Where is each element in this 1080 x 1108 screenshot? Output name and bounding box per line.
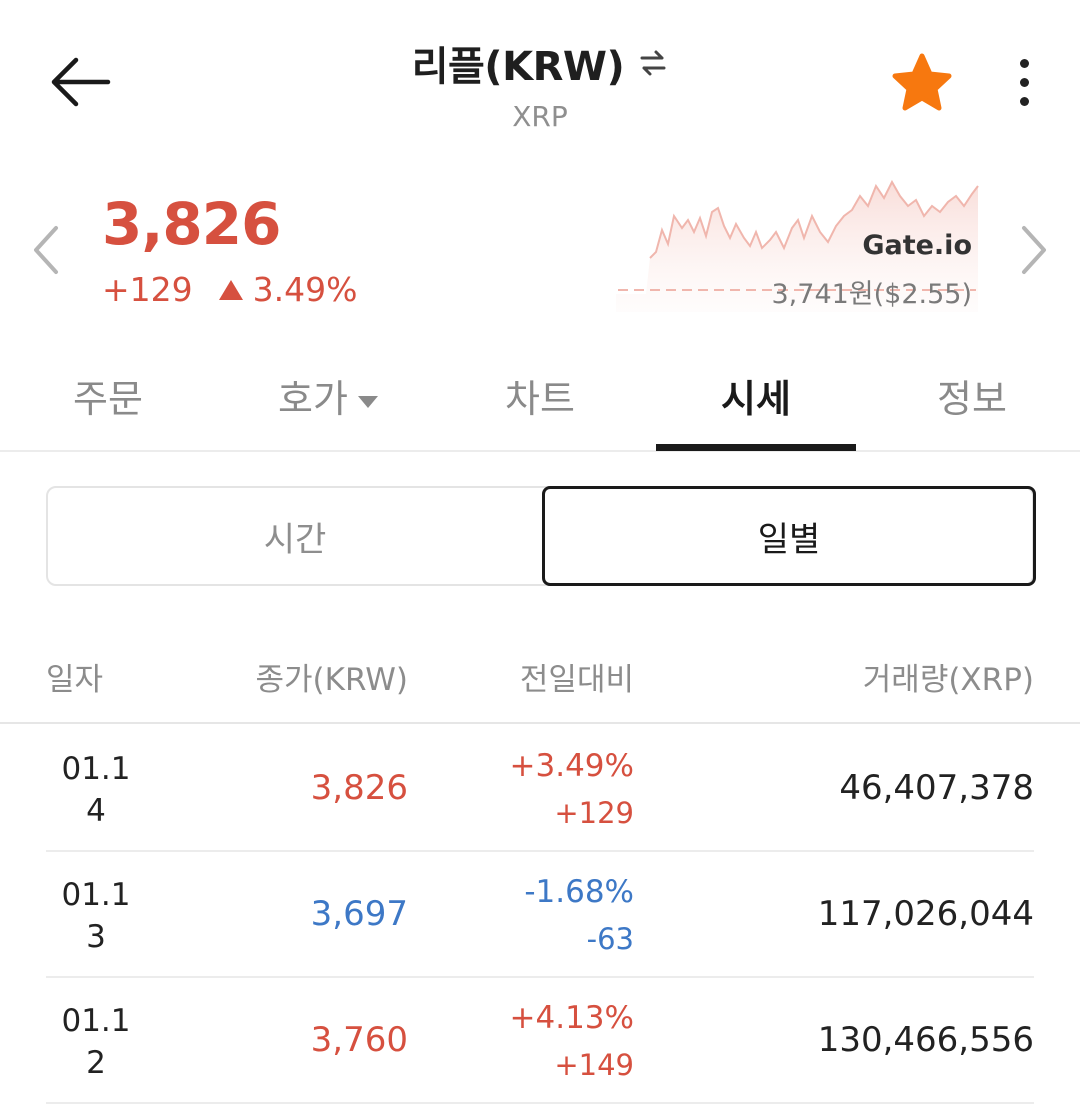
row-change-percent: +3.49%	[509, 748, 634, 784]
top-app-bar: 리플(KRW) XRP	[0, 0, 1080, 150]
more-vertical-icon-dot	[1019, 96, 1029, 106]
row-date: 01.1 2	[56, 1000, 136, 1084]
row-volume: 46,407,378	[839, 768, 1034, 808]
triangle-up-icon	[218, 279, 243, 300]
table-row[interactable]: 01.1 4 3,826 +3.49% +129 46,407,378	[46, 726, 1034, 852]
header-date: 일자	[46, 662, 104, 698]
table-header: 일자 종가(KRW) 전일대비 거래량(XRP)	[0, 640, 1080, 724]
row-date: 01.1 4	[56, 748, 136, 832]
row-change-amount: +149	[554, 1048, 634, 1082]
row-close-price: 3,826	[310, 768, 408, 808]
tab-order-label: 주문	[73, 377, 143, 421]
change-amount: +129	[102, 270, 193, 309]
tab-info[interactable]: 정보	[930, 368, 1014, 423]
header-close: 종가(KRW)	[255, 662, 409, 698]
price-change: +129 3.49%	[102, 270, 357, 309]
caret-down-icon	[357, 395, 378, 408]
row-date-line2: 3	[86, 919, 106, 955]
next-coin-button[interactable]	[1018, 222, 1052, 278]
previous-coin-button[interactable]	[28, 222, 62, 278]
row-date-line1: 01.1	[61, 751, 131, 787]
arrow-left-icon	[51, 57, 111, 107]
row-date-line2: 2	[86, 1045, 106, 1081]
coin-title[interactable]: 리플(KRW)	[412, 34, 669, 92]
title-block: 리플(KRW) XRP	[0, 34, 1080, 133]
star-icon	[892, 53, 952, 111]
coin-symbol: XRP	[512, 100, 568, 133]
header-change: 전일대비	[519, 662, 634, 698]
row-date-line2: 4	[86, 793, 106, 829]
tab-quotes[interactable]: 시세	[714, 368, 798, 423]
segment-hourly[interactable]: 시간	[263, 519, 327, 560]
current-price: 3,826	[102, 190, 281, 258]
chevron-left-icon	[34, 226, 58, 274]
external-exchange-price: 3,741원($2.55)	[771, 279, 973, 310]
more-vertical-icon-dot	[1019, 58, 1029, 68]
row-change-percent: -1.68%	[524, 874, 634, 910]
tab-chart-label: 차트	[505, 377, 575, 421]
tab-order[interactable]: 주문	[66, 368, 150, 423]
tab-orderbook[interactable]: 호가	[268, 368, 388, 423]
row-volume: 117,026,044	[817, 894, 1034, 934]
table-row[interactable]: 01.1 3 3,697 -1.68% -63 117,026,044	[46, 852, 1034, 978]
external-exchange-name: Gate.io	[862, 230, 972, 261]
back-button[interactable]	[44, 46, 116, 118]
row-change-amount: +129	[554, 796, 634, 830]
tab-bar: 주문 호가 차트 시세 정보	[0, 352, 1080, 452]
mini-price-chart[interactable]	[616, 176, 980, 312]
tab-quotes-label: 시세	[721, 377, 791, 421]
tab-chart[interactable]: 차트	[498, 368, 582, 423]
row-change-amount: -63	[586, 922, 634, 956]
row-close-price: 3,697	[310, 894, 408, 934]
active-tab-indicator	[656, 444, 856, 451]
row-date-line1: 01.1	[61, 877, 131, 913]
chevron-right-icon	[1022, 226, 1046, 274]
row-volume: 130,466,556	[817, 1020, 1034, 1060]
table-row[interactable]: 01.1 2 3,760 +4.13% +149 130,466,556	[46, 978, 1034, 1104]
row-change-percent: +4.13%	[509, 1000, 634, 1036]
favorite-button[interactable]	[888, 50, 956, 116]
row-close-price: 3,760	[310, 1020, 408, 1060]
more-options-button[interactable]	[1004, 48, 1044, 116]
row-date-line1: 01.1	[61, 1003, 131, 1039]
period-segmented-control: 시간 일별	[46, 486, 1036, 586]
header-volume: 거래량(XRP)	[862, 662, 1034, 698]
tab-orderbook-label: 호가	[278, 377, 348, 421]
row-date: 01.1 3	[56, 874, 136, 958]
change-percent: 3.49%	[252, 270, 358, 309]
coin-title-text: 리플(KRW)	[411, 44, 625, 90]
more-vertical-icon-dot	[1019, 77, 1029, 87]
segment-daily[interactable]: 일별	[542, 486, 1036, 586]
swap-icon[interactable]	[638, 48, 668, 78]
tab-info-label: 정보	[937, 377, 1007, 421]
